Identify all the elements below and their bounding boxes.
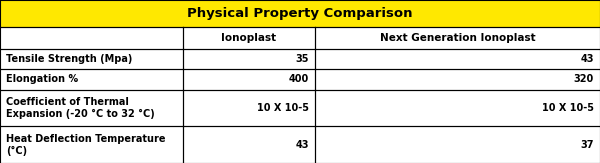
Text: 43: 43: [296, 140, 309, 150]
Bar: [315, 69, 600, 90]
Bar: [315, 27, 600, 49]
Text: 10 X 10-5: 10 X 10-5: [542, 103, 594, 113]
Bar: [183, 27, 315, 49]
Text: Ionoplast: Ionoplast: [221, 33, 277, 43]
Text: Physical Property Comparison: Physical Property Comparison: [187, 7, 413, 20]
Bar: [0, 126, 183, 163]
Text: 37: 37: [581, 140, 594, 150]
Text: Elongation %: Elongation %: [6, 74, 78, 84]
Bar: [0, 27, 183, 49]
Bar: [183, 69, 315, 90]
Text: 10 X 10-5: 10 X 10-5: [257, 103, 309, 113]
Bar: [0, 69, 183, 90]
Text: 320: 320: [574, 74, 594, 84]
Bar: [183, 90, 315, 126]
Text: 35: 35: [296, 54, 309, 64]
Text: Next Generation Ionoplast: Next Generation Ionoplast: [380, 33, 535, 43]
Bar: [0, 0, 600, 27]
Bar: [183, 126, 315, 163]
Text: 400: 400: [289, 74, 309, 84]
Bar: [0, 90, 183, 126]
Bar: [0, 49, 183, 69]
Text: Coefficient of Thermal
Expansion (-20 °C to 32 °C): Coefficient of Thermal Expansion (-20 °C…: [6, 97, 155, 119]
Bar: [315, 49, 600, 69]
Text: Tensile Strength (Mpa): Tensile Strength (Mpa): [6, 54, 133, 64]
Bar: [315, 126, 600, 163]
Bar: [315, 90, 600, 126]
Bar: [183, 49, 315, 69]
Text: 43: 43: [581, 54, 594, 64]
Text: Heat Deflection Temperature
(°C): Heat Deflection Temperature (°C): [6, 134, 166, 156]
